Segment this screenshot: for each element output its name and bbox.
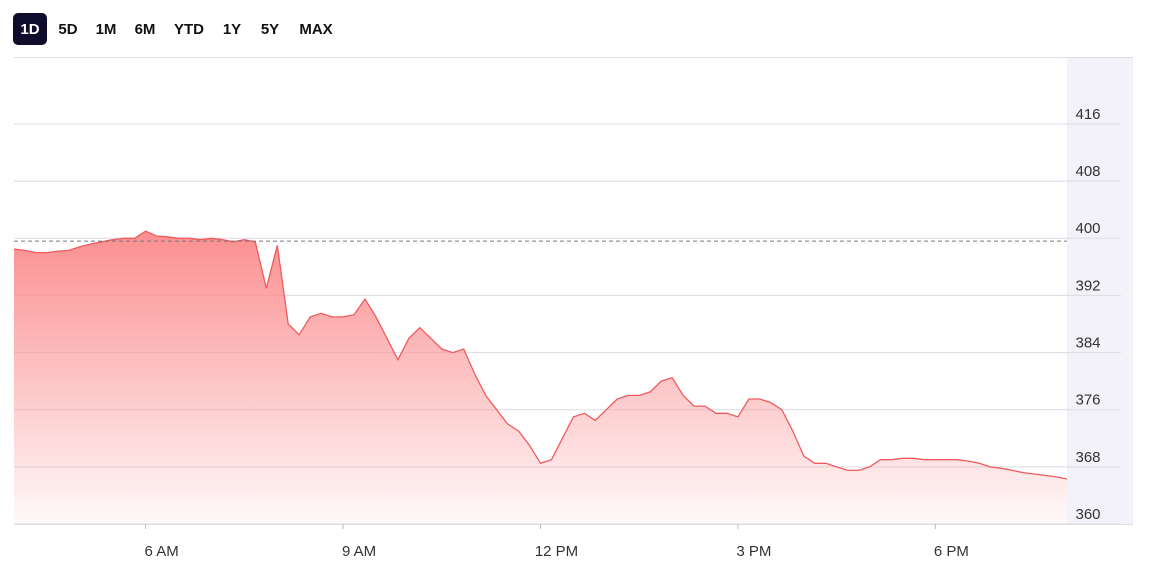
range-button[interactable]: 5D	[58, 21, 77, 38]
range-button[interactable]: YTD	[174, 21, 204, 38]
button-label: 5D	[58, 21, 77, 38]
button-label: 1M	[96, 21, 117, 38]
x-tick-label: 6 PM	[934, 543, 969, 560]
y-tick-label: 368	[1075, 449, 1100, 466]
button-bg	[13, 13, 47, 45]
range-button[interactable]: 1D	[13, 13, 47, 45]
button-label: MAX	[299, 21, 332, 38]
y-tick-label: 408	[1075, 163, 1100, 180]
y-tick-label: 416	[1075, 106, 1100, 123]
price-line	[13, 230, 1068, 480]
range-button[interactable]: 1M	[96, 21, 117, 38]
button-label: 1Y	[223, 21, 241, 38]
range-button[interactable]: 1Y	[223, 21, 241, 38]
range-button[interactable]: 6M	[135, 21, 156, 38]
x-tick-label: 9 AM	[342, 543, 376, 560]
y-tick-label: 384	[1075, 335, 1100, 352]
button-label: 1D	[20, 21, 39, 38]
range-buttons: 1D 5D 1M 6M YTD 1Y 5Y MAX	[13, 13, 333, 45]
y-tick-label: 360	[1075, 506, 1100, 523]
range-button[interactable]: 5Y	[261, 21, 279, 38]
x-tick-label: 6 AM	[145, 543, 179, 560]
x-tick-label: 3 PM	[736, 543, 771, 560]
y-tick-label: 400	[1075, 220, 1100, 237]
axis-panel	[1067, 58, 1133, 524]
area	[14, 231, 1067, 524]
x-tick-label: 12 PM	[535, 543, 578, 560]
button-label: 6M	[135, 21, 156, 38]
range-button[interactable]: MAX	[299, 21, 332, 38]
y-tick-label: 376	[1075, 392, 1100, 409]
button-label: 5Y	[261, 21, 279, 38]
button-label: YTD	[174, 21, 204, 38]
y-tick-label: 392	[1075, 277, 1100, 294]
